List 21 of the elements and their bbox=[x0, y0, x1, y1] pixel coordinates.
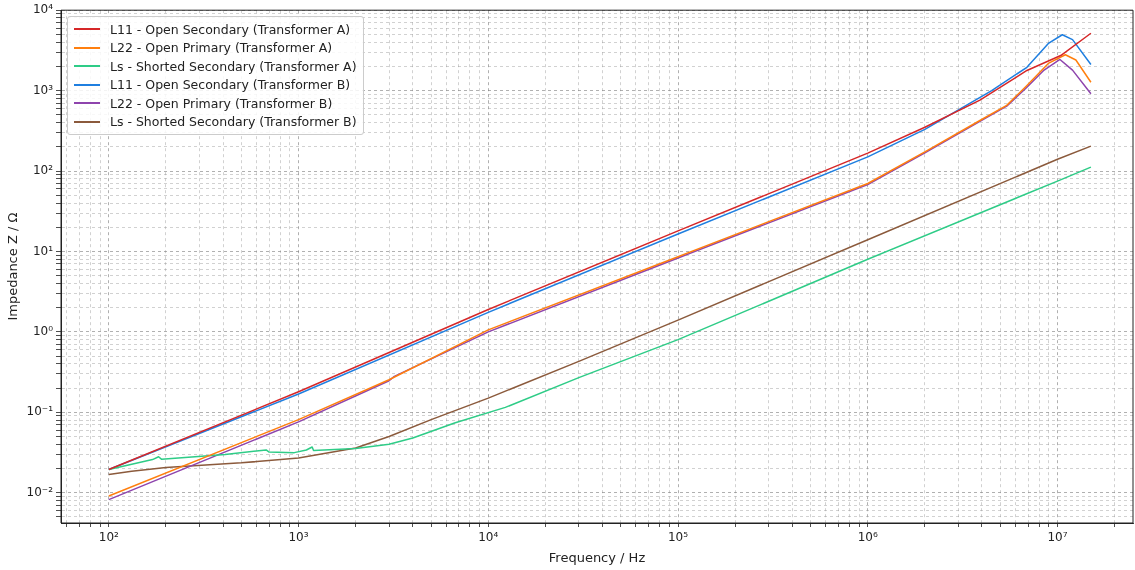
x-tick-label: 10⁶ bbox=[857, 530, 878, 545]
legend-label: L11 - Open Secondary (Transformer B) bbox=[110, 77, 351, 93]
x-tick-label: 10² bbox=[98, 530, 120, 545]
x-tick-label: 10³ bbox=[288, 530, 309, 545]
y-tick-label: 10⁴ bbox=[32, 2, 54, 17]
y-tick-label: 10¹ bbox=[32, 243, 54, 258]
y-tick-label: 10³ bbox=[32, 82, 54, 97]
x-tick-label: 10⁵ bbox=[667, 530, 689, 545]
y-axis-title: Impedance Z / Ω bbox=[5, 212, 21, 321]
x-tick-label: 10⁴ bbox=[478, 530, 499, 545]
legend-label: Ls - Shorted Secondary (Transformer A) bbox=[110, 58, 357, 74]
x-axis-title: Frequency / Hz bbox=[548, 549, 646, 565]
y-tick-label: 10⁻² bbox=[26, 484, 54, 499]
legend-label: L22 - Open Primary (Transformer B) bbox=[110, 95, 333, 111]
y-tick-label: 10² bbox=[32, 163, 54, 178]
legend-label: L22 - Open Primary (Transformer A) bbox=[110, 40, 333, 56]
legend-label: L11 - Open Secondary (Transformer A) bbox=[110, 21, 351, 37]
y-tick-label: 10⁰ bbox=[32, 323, 54, 338]
legend-label: Ls - Shorted Secondary (Transformer B) bbox=[110, 114, 357, 130]
y-tick-label: 10⁻¹ bbox=[26, 404, 54, 419]
x-tick-label: 10⁷ bbox=[1047, 530, 1068, 545]
